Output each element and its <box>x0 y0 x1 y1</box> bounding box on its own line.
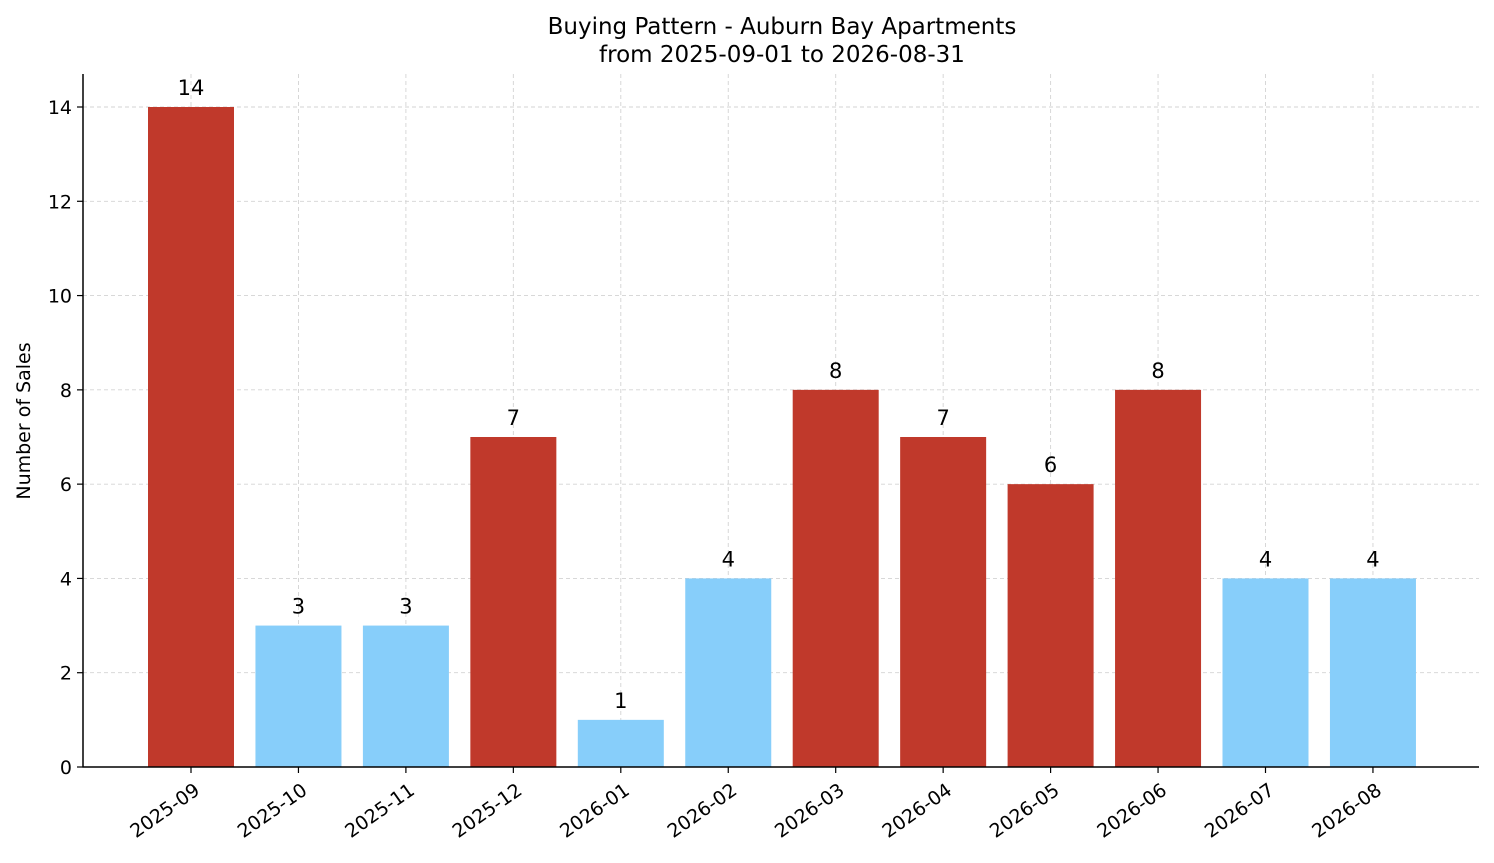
y-tick-label: 6 <box>60 474 72 496</box>
chart-subtitle: from 2025-09-01 to 2026-08-31 <box>599 42 965 68</box>
bar-2026-03 <box>792 389 879 767</box>
bar-2026-02 <box>685 578 772 767</box>
x-tick-label: 2025-10 <box>234 779 312 843</box>
bar-value-label: 8 <box>1151 359 1164 383</box>
bar-value-label: 6 <box>1044 453 1057 477</box>
x-tick-label: 2026-05 <box>986 779 1064 843</box>
x-tick-label: 2025-11 <box>341 779 419 843</box>
bar-value-label: 4 <box>1259 547 1272 571</box>
bar-value-label: 3 <box>292 595 305 619</box>
x-axis-ticks: 2025-09 2025-10 2025-11 2025-12 2026-01 2026-… <box>126 767 1386 843</box>
bar-2026-06 <box>1115 389 1202 767</box>
bar-value-label: 14 <box>178 76 205 100</box>
bar-2026-07 <box>1222 578 1309 767</box>
y-tick-label: 14 <box>48 97 72 119</box>
y-tick-label: 8 <box>60 380 72 402</box>
bar-value-label: 4 <box>1366 547 1379 571</box>
bar-2025-10 <box>255 625 342 767</box>
y-tick-label: 4 <box>60 568 72 590</box>
bars <box>148 107 1416 767</box>
y-axis-label: Number of Sales <box>13 342 35 499</box>
x-tick-label: 2026-04 <box>878 779 956 843</box>
bar-value-label: 7 <box>936 406 949 430</box>
x-tick-label: 2026-06 <box>1093 779 1171 843</box>
bar-2026-05 <box>1007 484 1094 767</box>
x-tick-label: 2026-03 <box>771 779 849 843</box>
y-tick-label: 12 <box>48 191 72 213</box>
y-tick-label: 2 <box>60 663 72 685</box>
chart-title: Buying Pattern - Auburn Bay Apartments <box>548 14 1017 40</box>
bar-2025-11 <box>362 625 449 767</box>
bar-value-label: 1 <box>614 689 627 713</box>
axes <box>82 74 1479 768</box>
bar-value-label: 7 <box>507 406 520 430</box>
x-tick-label: 2026-02 <box>663 779 741 843</box>
y-axis-ticks: 0 2 4 6 8 10 12 14 <box>48 97 83 779</box>
y-tick-label: 0 <box>60 757 72 779</box>
bar-2025-09 <box>148 107 234 767</box>
bar-2025-12 <box>470 437 557 767</box>
bar-value-label: 4 <box>722 547 735 571</box>
bar-2026-04 <box>900 437 987 767</box>
x-tick-label: 2026-07 <box>1201 779 1279 843</box>
x-tick-label: 2025-12 <box>449 779 527 843</box>
x-tick-label: 2026-08 <box>1308 779 1386 843</box>
bar-2026-08 <box>1329 578 1416 767</box>
bar-value-label: 8 <box>829 359 842 383</box>
x-tick-label: 2026-01 <box>556 779 634 843</box>
x-tick-label: 2025-09 <box>126 779 204 843</box>
bar-value-label: 3 <box>399 595 412 619</box>
y-tick-label: 10 <box>48 286 72 308</box>
bar-2026-01 <box>577 719 664 767</box>
